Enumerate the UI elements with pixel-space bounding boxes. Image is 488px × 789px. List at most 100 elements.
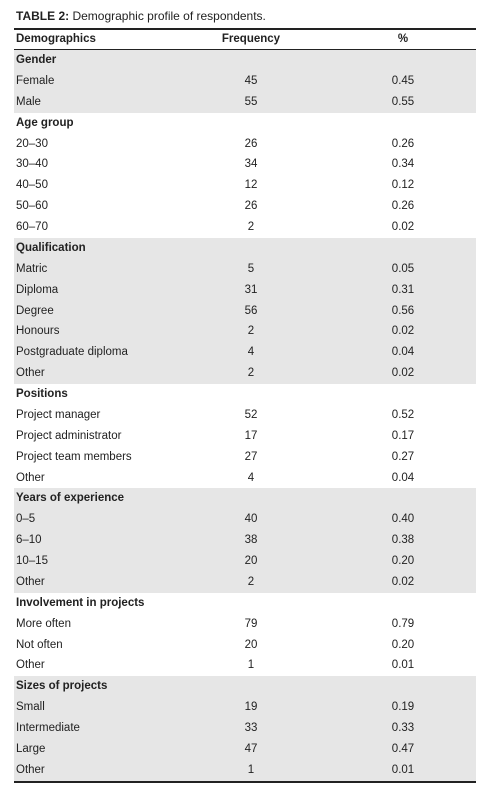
- cell: 34: [244, 158, 258, 171]
- cell: 0.04: [391, 346, 415, 359]
- data-row: 6–10 38 0.38: [14, 530, 476, 551]
- cell: 0.26: [391, 137, 415, 150]
- header-row: Demographics Frequency %: [14, 30, 476, 50]
- cell: 0.02: [391, 221, 415, 233]
- group-title: Gender: [16, 54, 57, 66]
- cell: 0.20: [391, 555, 415, 567]
- group-row: Gender: [14, 50, 476, 71]
- data-row: Degree 56 0.56: [14, 300, 476, 322]
- cell: 30–40: [16, 158, 48, 171]
- data-row: 20–30 26 0.26: [14, 134, 476, 155]
- data-row: Not often 20 0.20: [14, 635, 476, 656]
- header-cell: Frequency: [221, 33, 281, 45]
- cell: 20: [244, 555, 258, 567]
- data-row: Male 55 0.55: [14, 91, 476, 113]
- data-row: 40–50 12 0.12: [14, 175, 476, 196]
- group-row: Sizes of projects: [14, 676, 476, 698]
- cell: 1: [247, 659, 255, 672]
- cell: Male: [16, 95, 41, 108]
- cell: 0.05: [391, 262, 415, 275]
- cell: 0.31: [391, 283, 415, 296]
- cell: 12: [244, 179, 258, 192]
- cell: 0.33: [391, 722, 415, 734]
- cell: Project administrator: [16, 429, 122, 442]
- group-row: Positions: [14, 384, 476, 405]
- cell: 0.79: [391, 617, 415, 630]
- cell: 20: [244, 638, 258, 651]
- cell: 40–50: [16, 179, 48, 192]
- data-row: 50–60 26 0.26: [14, 196, 476, 217]
- cell: 55: [244, 95, 258, 108]
- group-title: Age group: [16, 116, 74, 129]
- data-row: 30–40 34 0.34: [14, 154, 476, 175]
- data-row: Other 1 0.01: [14, 655, 476, 676]
- cell: 79: [244, 617, 258, 630]
- cell: Female: [16, 74, 55, 87]
- data-row: Diploma 31 0.31: [14, 279, 476, 301]
- cell: 0.19: [391, 701, 415, 714]
- cell: Large: [16, 742, 46, 755]
- cell: Small: [16, 701, 45, 714]
- cell: 60–70: [16, 221, 48, 233]
- table: Demographics Frequency % Gender Female 45 0…: [14, 28, 476, 783]
- cell: 0.17: [391, 429, 415, 442]
- cell: 0.02: [391, 325, 415, 338]
- group-row: Years of experience: [14, 488, 476, 510]
- cell: More often: [16, 617, 71, 630]
- cell: 0.34: [391, 158, 415, 171]
- cell: 0.56: [391, 304, 415, 317]
- cell: Other: [16, 575, 45, 588]
- cell: Degree: [16, 304, 54, 317]
- cell: 0.38: [391, 534, 415, 547]
- cell: 10–15: [16, 555, 48, 567]
- data-row: Project administrator 17 0.17: [14, 426, 476, 447]
- data-row: Other 2 0.02: [14, 363, 476, 384]
- cell: 47: [244, 742, 258, 755]
- cell: 0.45: [391, 74, 415, 87]
- caption-text: Demographic profile of respondents.: [72, 9, 266, 23]
- data-row: Other 4 0.04: [14, 468, 476, 489]
- cell: Matric: [16, 262, 48, 275]
- cell: 0.04: [391, 471, 415, 484]
- cell: 2: [247, 575, 255, 588]
- group-row: Age group: [14, 113, 476, 134]
- cell: 0.27: [391, 450, 415, 463]
- cell: 52: [244, 408, 258, 421]
- cell: 5: [247, 262, 255, 275]
- cell: 4: [247, 471, 255, 484]
- cell: 4: [247, 346, 255, 359]
- cell: 17: [244, 429, 258, 442]
- data-row: Large 47 0.47: [14, 738, 476, 760]
- cell: 40: [244, 513, 258, 526]
- cell: Project team members: [16, 450, 132, 463]
- cell: 45: [244, 74, 258, 87]
- group-title: Involvement in projects: [16, 596, 145, 609]
- cell: 0.02: [391, 367, 415, 380]
- data-row: 0–5 40 0.40: [14, 509, 476, 531]
- cell: Other: [16, 763, 45, 776]
- data-row: Female 45 0.45: [14, 70, 476, 92]
- cell: 0.20: [391, 638, 415, 651]
- cell: 0.12: [391, 179, 415, 192]
- cell: Other: [16, 659, 45, 672]
- cell: 0.02: [391, 575, 415, 588]
- data-row: 10–15 20 0.20: [14, 551, 476, 572]
- header-cell: %: [397, 33, 409, 45]
- data-row: Matric 5 0.05: [14, 258, 476, 280]
- data-row: Postgraduate diploma 4 0.04: [14, 342, 476, 364]
- cell: 2: [247, 367, 255, 380]
- cell: Honours: [16, 325, 60, 338]
- cell: 20–30: [16, 137, 48, 150]
- data-row: Intermediate 33 0.33: [14, 718, 476, 739]
- cell: 0.47: [391, 742, 415, 755]
- data-row: Project manager 52 0.52: [14, 405, 476, 426]
- group-title: Years of experience: [16, 492, 125, 505]
- cell: 26: [244, 137, 258, 150]
- cell: 0.55: [391, 95, 415, 108]
- cell: Diploma: [16, 283, 59, 296]
- cell: 2: [247, 221, 255, 233]
- cell: 33: [244, 722, 258, 734]
- cell: Not often: [16, 638, 63, 651]
- header-cell: Demographics: [16, 33, 96, 45]
